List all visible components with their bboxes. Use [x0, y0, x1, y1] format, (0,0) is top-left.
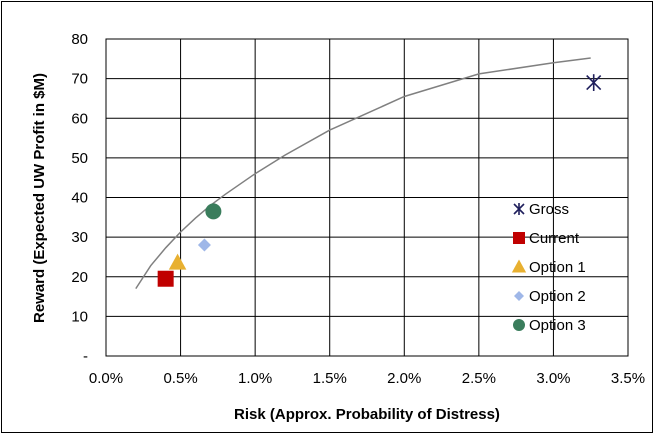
- legend-label: Current: [529, 230, 580, 247]
- gridlines: [105, 38, 629, 357]
- point-option-1: [168, 253, 187, 270]
- y-tick-label: 20: [71, 269, 88, 286]
- x-tick-label: 0.5%: [163, 370, 197, 387]
- data-points: [157, 74, 602, 287]
- y-tick-label: 30: [71, 229, 88, 246]
- legend-label: Option 1: [529, 259, 586, 276]
- point-gross: [586, 74, 602, 91]
- x-tick-label: 3.5%: [611, 370, 645, 387]
- point-option-2: [197, 238, 211, 252]
- y-tick-label: -: [83, 348, 88, 365]
- x-axis-ticks: 0.0% 0.5% 1.0% 1.5% 2.0% 2.5% 3.0% 3.5%: [89, 370, 645, 387]
- point-current: [157, 270, 174, 287]
- legend-label: Option 2: [529, 288, 586, 305]
- y-axis-title: Reward (Expected UW Profit in $M): [31, 73, 48, 323]
- x-tick-label: 3.0%: [536, 370, 570, 387]
- x-tick-label: 2.0%: [387, 370, 421, 387]
- x-tick-label: 1.0%: [238, 370, 272, 387]
- x-tick-label: 1.5%: [313, 370, 347, 387]
- legend-marker-option-2: [514, 291, 524, 301]
- legend-label: Option 3: [529, 317, 586, 334]
- frontier-layer: [135, 57, 591, 290]
- x-tick-label: 0.0%: [89, 370, 123, 387]
- legend: Gross Current Option 1 Option 2 Option 3: [511, 201, 586, 334]
- x-axis-title: Risk (Approx. Probability of Distress): [234, 406, 500, 423]
- y-tick-label: 40: [71, 190, 88, 207]
- y-tick-label: 10: [71, 308, 88, 325]
- point-option-3: [205, 203, 222, 220]
- legend-marker-option-3: [513, 319, 525, 331]
- x-tick-label: 2.5%: [462, 370, 496, 387]
- efficient-frontier-curve: [135, 57, 591, 290]
- legend-label: Gross: [529, 201, 569, 218]
- y-axis-ticks: - 10 20 30 40 50 60 70 80: [71, 31, 88, 365]
- legend-marker-gross: [513, 203, 525, 215]
- y-tick-label: 50: [71, 150, 88, 167]
- y-tick-label: 60: [71, 110, 88, 127]
- legend-marker-current: [513, 232, 525, 244]
- y-tick-label: 70: [71, 71, 88, 88]
- y-tick-label: 80: [71, 31, 88, 48]
- legend-marker-option-1: [511, 259, 527, 273]
